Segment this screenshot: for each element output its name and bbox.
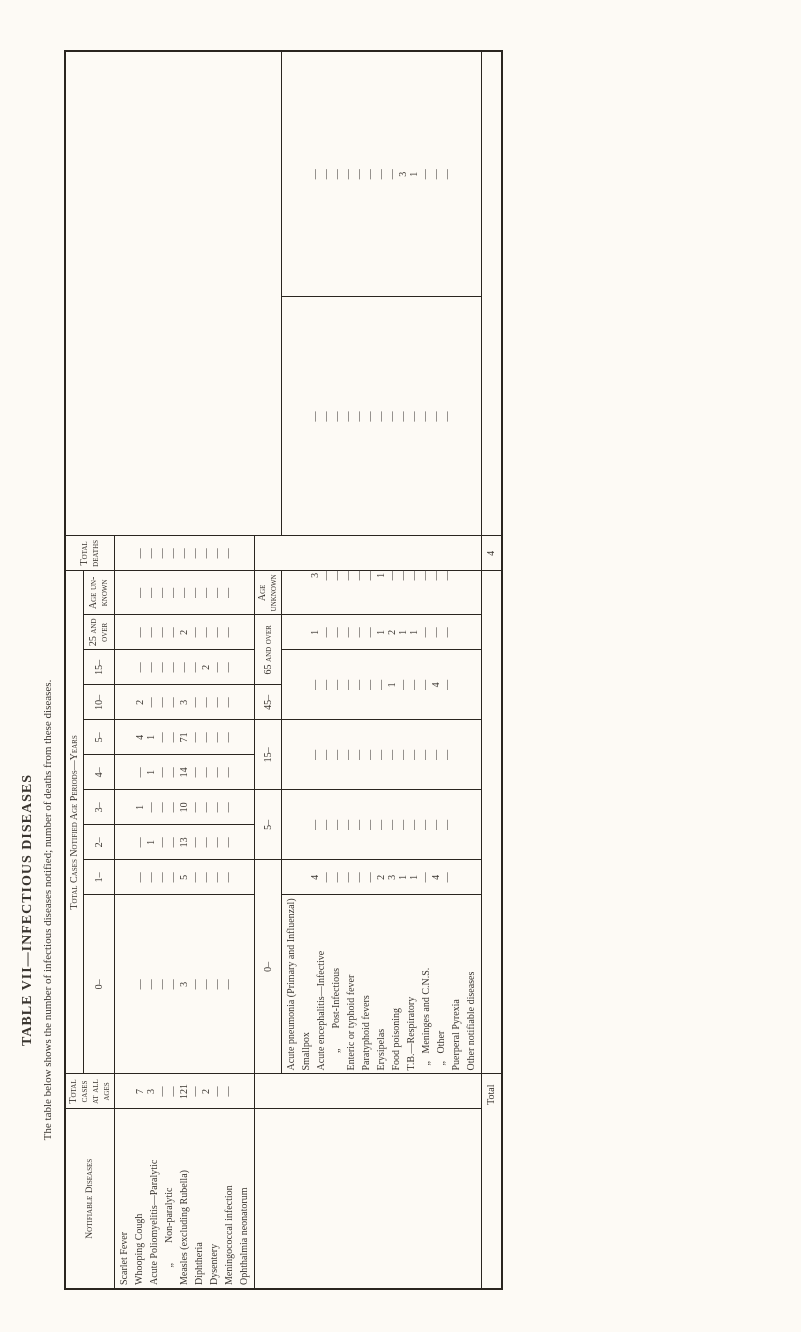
lower-c4: 3—————1——————: [282, 536, 482, 615]
col-4: 4–: [84, 755, 115, 790]
upper-c6: 2———3————: [115, 685, 255, 720]
lower-c5: —————————————: [282, 297, 482, 536]
upper-c3: 1———10————: [115, 790, 255, 825]
upper-total: 73——121—2——: [115, 1074, 255, 1109]
col-6: 10–: [84, 685, 115, 720]
upper-c1: ————5————: [115, 860, 255, 895]
main-table: Notifiable Diseases Total cases at all a…: [64, 50, 503, 1290]
lower-disease-header: [255, 1109, 482, 1289]
col-1: 1–: [84, 860, 115, 895]
total-blank: [482, 571, 503, 1074]
upper-c4: —1——14————: [115, 755, 255, 790]
title-area: TABLE VII—INFECTIOUS DISEASES The table …: [20, 530, 54, 1290]
upper-c2: —1——13————: [115, 825, 255, 860]
lower-col-3: 45–: [263, 695, 274, 710]
total-label: Total: [482, 1074, 503, 1289]
col-3: 3–: [84, 790, 115, 825]
header-total-cases: Total cases at all ages: [65, 1074, 115, 1109]
col-2: 2–: [84, 825, 115, 860]
main-title: TABLE VII—INFECTIOUS DISEASES: [20, 530, 36, 1290]
upper-c0: ————3————: [115, 895, 255, 1074]
col-0: 0–: [84, 895, 115, 1074]
lower-total: 4—————2311—4—: [282, 860, 482, 895]
lower-total-header: [255, 1074, 482, 1109]
lower-col-2: 15–: [263, 747, 274, 762]
col-8: 25 and over: [84, 615, 115, 650]
total-deaths: 4: [482, 536, 503, 571]
upper-c7: ——————2——: [115, 650, 255, 685]
col-9: Age un-known: [84, 571, 115, 615]
upper-diseases: Scarlet FeverWhooping CoughAcute Poliomy…: [115, 1109, 255, 1289]
header-age-group: Total Cases Notified Age Periods—Years: [65, 571, 84, 1074]
lower-diseases: Acute pneumonia (Primary and Influenzal)…: [282, 895, 482, 1074]
lower-col-5-wrap: Age unknown: [255, 571, 282, 615]
lower-col-4: 65 and over: [263, 625, 274, 674]
col-5: 5–: [84, 720, 115, 755]
lower-col-5: Age unknown: [257, 574, 279, 611]
lower-c3: 1—————1211———: [282, 615, 482, 650]
lower-col-3-wrap: 45–: [255, 685, 282, 720]
subtitle: The table below shows the number of infe…: [42, 530, 54, 1290]
col-7: 15–: [84, 650, 115, 685]
lower-c0: —————————————: [282, 790, 482, 860]
lower-col-1-wrap: 5–: [255, 790, 282, 860]
upper-deaths: —————————: [115, 536, 255, 571]
lower-col-2-wrap: 15–: [255, 720, 282, 790]
lower-deaths: ————————31———: [282, 51, 482, 297]
header-diseases: Notifiable Diseases: [65, 1109, 115, 1289]
upper-c8: ————2————: [115, 615, 255, 650]
lower-c1: —————————————: [282, 720, 482, 790]
lower-col-1: 5–: [263, 820, 274, 830]
lower-col-0: 0–: [263, 962, 274, 972]
header-total-deaths: Total deaths: [65, 536, 115, 571]
lower-col-0-wrap: 0–: [255, 860, 282, 1074]
upper-c5: 41——71————: [115, 720, 255, 755]
lower-col-4-wrap: 65 and over: [255, 615, 282, 685]
upper-c9: —————————: [115, 571, 255, 615]
lower-c2: ———————1———4—: [282, 650, 482, 720]
